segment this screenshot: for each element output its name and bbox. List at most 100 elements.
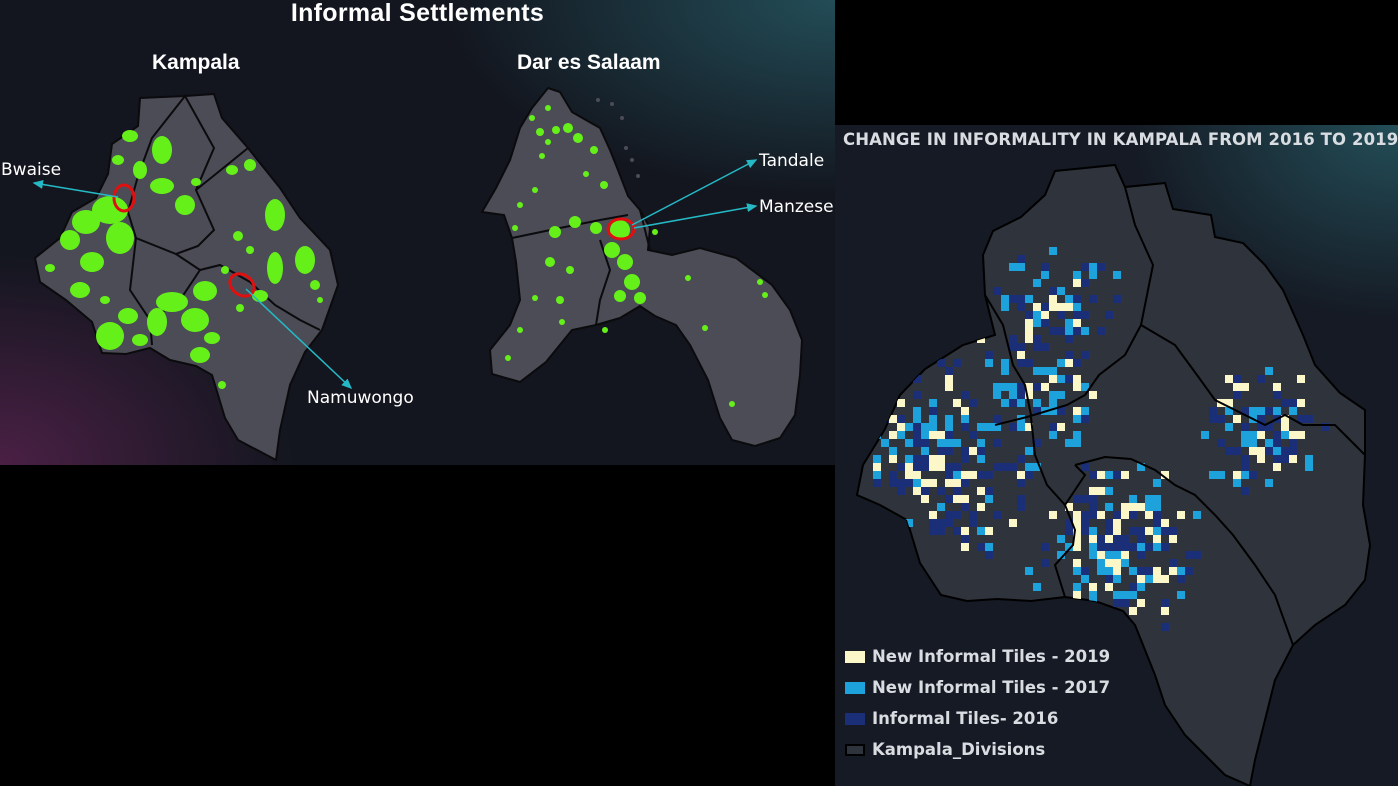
- informality-tile: [1001, 463, 1009, 471]
- informality-tile: [1249, 407, 1257, 415]
- informality-tile: [1153, 527, 1161, 535]
- informality-tile: [1041, 263, 1049, 271]
- informality-tile: [1001, 367, 1009, 375]
- informality-tile: [1073, 383, 1081, 391]
- informality-tile: [1081, 407, 1089, 415]
- informality-tile: [1233, 479, 1241, 487]
- informality-tile: [1081, 327, 1089, 335]
- informality-tile: [1089, 591, 1097, 599]
- informality-tile: [1089, 527, 1097, 535]
- tandale-label: Tandale: [759, 151, 825, 171]
- informality-tile: [889, 431, 897, 439]
- informality-tile: [1025, 359, 1033, 367]
- informality-tile: [945, 367, 953, 375]
- informality-tile: [1241, 423, 1249, 431]
- informality-tile: [1153, 495, 1161, 503]
- informality-tile: [1297, 431, 1305, 439]
- informality-tile: [1097, 623, 1105, 631]
- informality-tile: [1225, 375, 1233, 383]
- informality-tile: [993, 463, 1001, 471]
- informality-tile: [1129, 583, 1137, 591]
- informality-tile: [985, 527, 993, 535]
- informality-tile: [1097, 543, 1105, 551]
- informality-tile: [985, 423, 993, 431]
- informality-tile: [1129, 527, 1137, 535]
- informality-tile: [913, 439, 921, 447]
- informality-tile: [897, 527, 905, 535]
- informality-tile: [1057, 535, 1065, 543]
- informality-tile: [1073, 407, 1081, 415]
- informality-tile: [1137, 543, 1145, 551]
- informality-tile: [921, 495, 929, 503]
- informality-tile: [873, 455, 881, 463]
- legend-label: Kampala_Divisions: [872, 740, 1046, 759]
- informality-tile: [969, 431, 977, 439]
- informality-tile: [1249, 447, 1257, 455]
- informality-tile: [1193, 511, 1201, 519]
- informality-tile: [961, 447, 969, 455]
- informality-tile: [1097, 471, 1105, 479]
- informality-tile: [1137, 567, 1145, 575]
- informality-tile: [1289, 439, 1297, 447]
- manzese-arrow: [633, 203, 758, 229]
- informality-tile: [1113, 559, 1121, 567]
- informality-tile: [889, 415, 897, 423]
- informality-tile: [1049, 375, 1057, 383]
- bwaise-highlight-circle: [112, 183, 136, 213]
- informality-tile: [1321, 423, 1329, 431]
- informality-tile: [985, 351, 993, 359]
- informality-tile: [1049, 391, 1057, 399]
- informality-tile: [1105, 519, 1113, 527]
- settlement-maps: [32, 86, 804, 462]
- informality-tile: [969, 447, 977, 455]
- legend-item-2016: Informal Tiles- 2016: [845, 703, 1110, 734]
- informality-tile: [1097, 263, 1105, 271]
- informality-tile: [889, 383, 897, 391]
- informality-tile: [993, 511, 1001, 519]
- informality-tile: [1169, 559, 1177, 567]
- informality-tile: [1065, 527, 1073, 535]
- legend-label: New Informal Tiles - 2017: [872, 678, 1111, 697]
- informality-tile: [1305, 463, 1313, 471]
- informality-tile: [921, 431, 929, 439]
- informality-tile: [1161, 543, 1169, 551]
- informality-tile: [873, 479, 881, 487]
- informality-tile: [913, 479, 921, 487]
- informality-tile: [1257, 415, 1265, 423]
- dar-outline: [480, 86, 804, 448]
- informality-tile: [1233, 471, 1241, 479]
- informality-tile: [1033, 335, 1041, 343]
- informality-tile: [961, 535, 969, 543]
- informality-tile: [1129, 495, 1137, 503]
- informality-tile: [897, 431, 905, 439]
- informality-tile: [1193, 551, 1201, 559]
- informality-tile: [1041, 383, 1049, 391]
- informality-tile: [1289, 431, 1297, 439]
- informality-tile: [1241, 471, 1249, 479]
- informality-tile: [1049, 431, 1057, 439]
- informality-tile: [977, 471, 985, 479]
- informality-tile: [1145, 575, 1153, 583]
- informality-tile: [1073, 543, 1081, 551]
- informality-tile: [1057, 407, 1065, 415]
- informality-tile: [1145, 503, 1153, 511]
- informality-tile: [1073, 559, 1081, 567]
- informality-tile: [1073, 319, 1081, 327]
- informality-tile: [1049, 327, 1057, 335]
- informality-tile: [985, 551, 993, 559]
- informality-tile: [1025, 319, 1033, 327]
- informality-tile: [1121, 503, 1129, 511]
- informality-tile: [1033, 463, 1041, 471]
- informality-tile: [905, 471, 913, 479]
- informality-tile: [1041, 311, 1049, 319]
- informality-tile: [1057, 423, 1065, 431]
- informality-tile: [1017, 399, 1025, 407]
- informality-tile: [1273, 391, 1281, 399]
- informality-tile: [977, 487, 985, 495]
- informality-tile: [1241, 455, 1249, 463]
- informality-tile: [1073, 303, 1081, 311]
- informality-tile: [1273, 431, 1281, 439]
- informality-tile: [1305, 415, 1313, 423]
- informality-tile: [1249, 431, 1257, 439]
- informality-tile: [1265, 367, 1273, 375]
